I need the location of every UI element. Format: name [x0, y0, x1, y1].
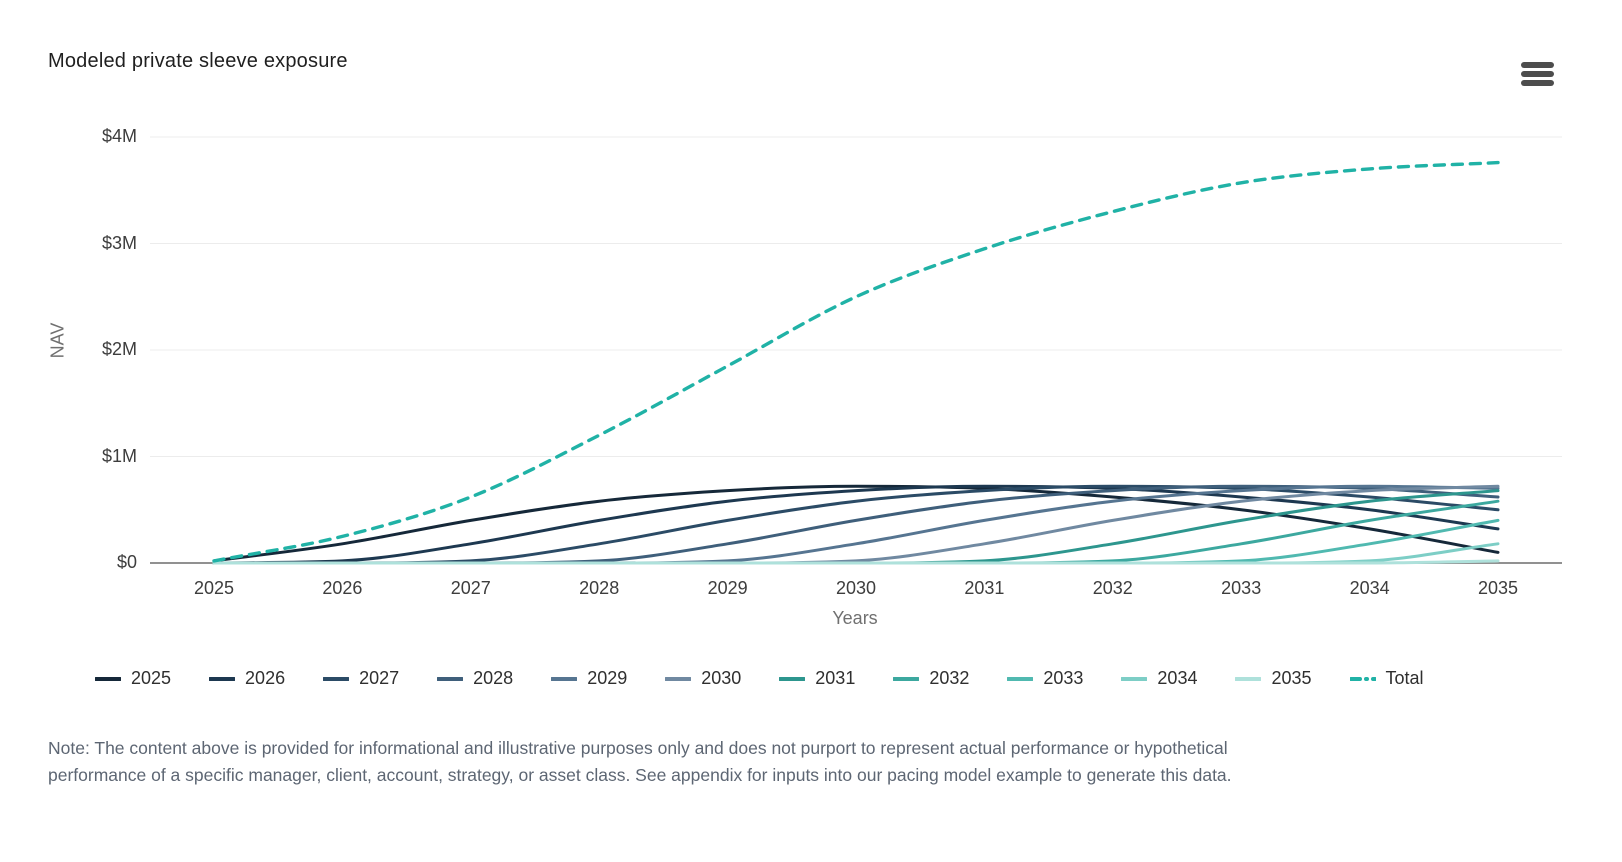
x-tick-label: 2030 [835, 578, 877, 598]
legend-label: 2027 [359, 668, 400, 688]
legend-item-2027[interactable]: 2027 [323, 668, 399, 689]
x-tick-label: 2034 [1349, 578, 1390, 598]
disclaimer-note: Note: The content above is provided for … [48, 735, 1232, 789]
legend-item-2035[interactable]: 2035 [1235, 668, 1312, 689]
chart-title: Modeled private sleeve exposure [48, 50, 348, 72]
y-tick-label: $1M [101, 445, 137, 466]
y-tick-label: $2M [101, 339, 137, 359]
chart-menu-button[interactable] [1521, 60, 1557, 88]
y-tick-label: $3M [101, 232, 137, 253]
legend-label: 2025 [131, 668, 172, 688]
legend-swatch-icon [95, 676, 121, 681]
hamburger-icon [1521, 62, 1554, 68]
chart-legend: 2025 2026 2027 2028 2029 2030 2031 2032 2033 2034… [95, 668, 1424, 689]
series-line-2028[interactable] [212, 484, 1500, 565]
y-tick-label: $4M [101, 126, 137, 146]
series-line-2027[interactable] [212, 484, 1500, 565]
legend-swatch-icon [1121, 676, 1148, 681]
series-line-2033[interactable] [212, 518, 1500, 565]
legend-label: 2033 [1043, 668, 1084, 688]
legend-swatch-icon [1007, 676, 1034, 681]
x-tick-label: 2029 [707, 578, 748, 598]
x-axis-title: Years [832, 608, 878, 628]
y-axis-title: NAV [47, 322, 68, 359]
legend-label: 2035 [1271, 668, 1312, 688]
y-tick-label: $0 [116, 552, 137, 572]
series-line-2030[interactable] [212, 484, 1500, 565]
legend-item-2030[interactable]: 2030 [665, 668, 741, 689]
legend-label: 2031 [815, 668, 856, 688]
legend-item-2028[interactable]: 2028 [437, 668, 513, 689]
x-tick-label: 2027 [450, 578, 491, 598]
legend-swatch-icon [209, 676, 236, 681]
x-tick-label: 2026 [322, 578, 363, 598]
series-line-2026[interactable] [212, 484, 1500, 565]
disclaimer-line: Note: The content above is provided for … [48, 738, 1228, 758]
x-tick-label: 2032 [1092, 578, 1133, 598]
legend-item-2033[interactable]: 2033 [1007, 668, 1083, 689]
hamburger-icon [1521, 80, 1554, 86]
x-tick-label: 2035 [1477, 578, 1519, 598]
x-tick-label: 2028 [579, 578, 620, 598]
series-line-2029[interactable] [212, 484, 1500, 565]
legend-label: 2029 [587, 668, 628, 688]
legend-item-2032[interactable]: 2032 [893, 668, 969, 689]
legend-swatch-icon [893, 676, 920, 681]
legend-label: 2030 [701, 668, 742, 688]
legend-swatch-icon [665, 676, 692, 681]
legend-swatch-icon [1349, 676, 1376, 681]
legend-item-2031[interactable]: 2031 [779, 668, 855, 689]
legend-label: 2026 [245, 668, 286, 688]
x-tick-label: 2031 [964, 578, 1005, 598]
legend-label: 2028 [473, 668, 514, 688]
legend-item-2025[interactable]: 2025 [95, 668, 171, 689]
legend-swatch-icon [437, 676, 464, 681]
legend-item-2026[interactable]: 2026 [209, 668, 285, 689]
series-line-total[interactable] [212, 160, 1500, 563]
legend-label: 2032 [929, 668, 970, 688]
legend-swatch-icon [551, 676, 578, 681]
series-line-2035[interactable] [212, 559, 1500, 565]
legend-swatch-icon [323, 676, 350, 681]
disclaimer-line: performance of a specific manager, clien… [48, 765, 1232, 785]
series-line-2025[interactable] [212, 484, 1500, 563]
legend-label: Total [1385, 668, 1424, 688]
legend-item-total[interactable]: Total [1349, 668, 1424, 689]
legend-swatch-icon [1235, 676, 1262, 681]
x-tick-label: 2033 [1221, 578, 1262, 598]
legend-item-2029[interactable]: 2029 [551, 668, 627, 689]
legend-item-2034[interactable]: 2034 [1121, 668, 1197, 689]
x-tick-label: 2025 [193, 578, 235, 598]
hamburger-icon [1521, 71, 1554, 77]
legend-label: 2034 [1157, 668, 1198, 688]
legend-swatch-icon [779, 676, 806, 681]
